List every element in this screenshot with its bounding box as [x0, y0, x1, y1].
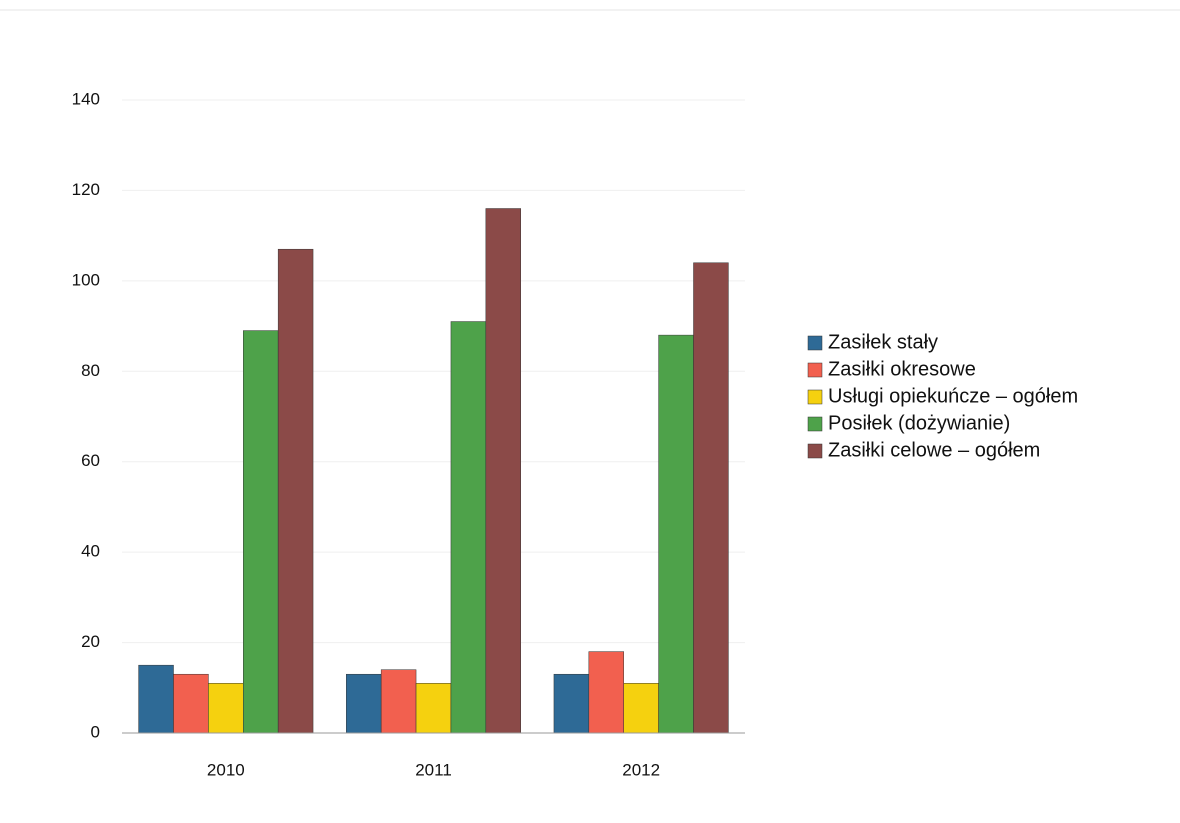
- legend-swatch: [807, 416, 823, 432]
- legend-swatch: [807, 443, 823, 459]
- bar: [415, 683, 452, 734]
- y-tick-label: 20: [81, 632, 100, 651]
- legend-swatch: [807, 389, 823, 405]
- x-tick-label: 2010: [207, 760, 245, 779]
- y-tick-label: 100: [72, 270, 100, 289]
- legend-label: Posiłek (dożywianie): [828, 412, 1010, 434]
- legend-swatch: [807, 362, 823, 378]
- y-tick-label: 140: [72, 89, 100, 108]
- bar: [588, 651, 624, 734]
- y-tick-label: 40: [81, 542, 100, 561]
- legend-label: Zasiłki okresowe: [828, 358, 976, 380]
- bar: [243, 330, 279, 734]
- y-tick-label: 0: [91, 722, 100, 741]
- legend-label: Usługi opiekuńcze – ogółem: [828, 385, 1078, 407]
- x-tick-label: 2011: [415, 760, 452, 779]
- bar: [553, 673, 590, 734]
- bar: [173, 673, 209, 734]
- bar: [277, 248, 314, 734]
- bar: [346, 673, 382, 734]
- legend-label: Zasiłki celowe – ogółem: [828, 439, 1040, 461]
- legend-swatch: [807, 335, 823, 351]
- bar: [380, 669, 417, 734]
- bar: [485, 208, 521, 734]
- x-tick-label: 2012: [622, 760, 660, 779]
- bar: [208, 683, 244, 734]
- legend-label: Zasiłek stały: [828, 331, 938, 353]
- y-tick-label: 120: [72, 180, 100, 199]
- bar: [623, 683, 659, 734]
- bar: [138, 664, 174, 734]
- bar: [693, 262, 729, 734]
- bar: [658, 334, 694, 734]
- y-tick-label: 80: [81, 361, 100, 380]
- bar: [450, 321, 487, 734]
- y-tick-label: 60: [81, 451, 100, 470]
